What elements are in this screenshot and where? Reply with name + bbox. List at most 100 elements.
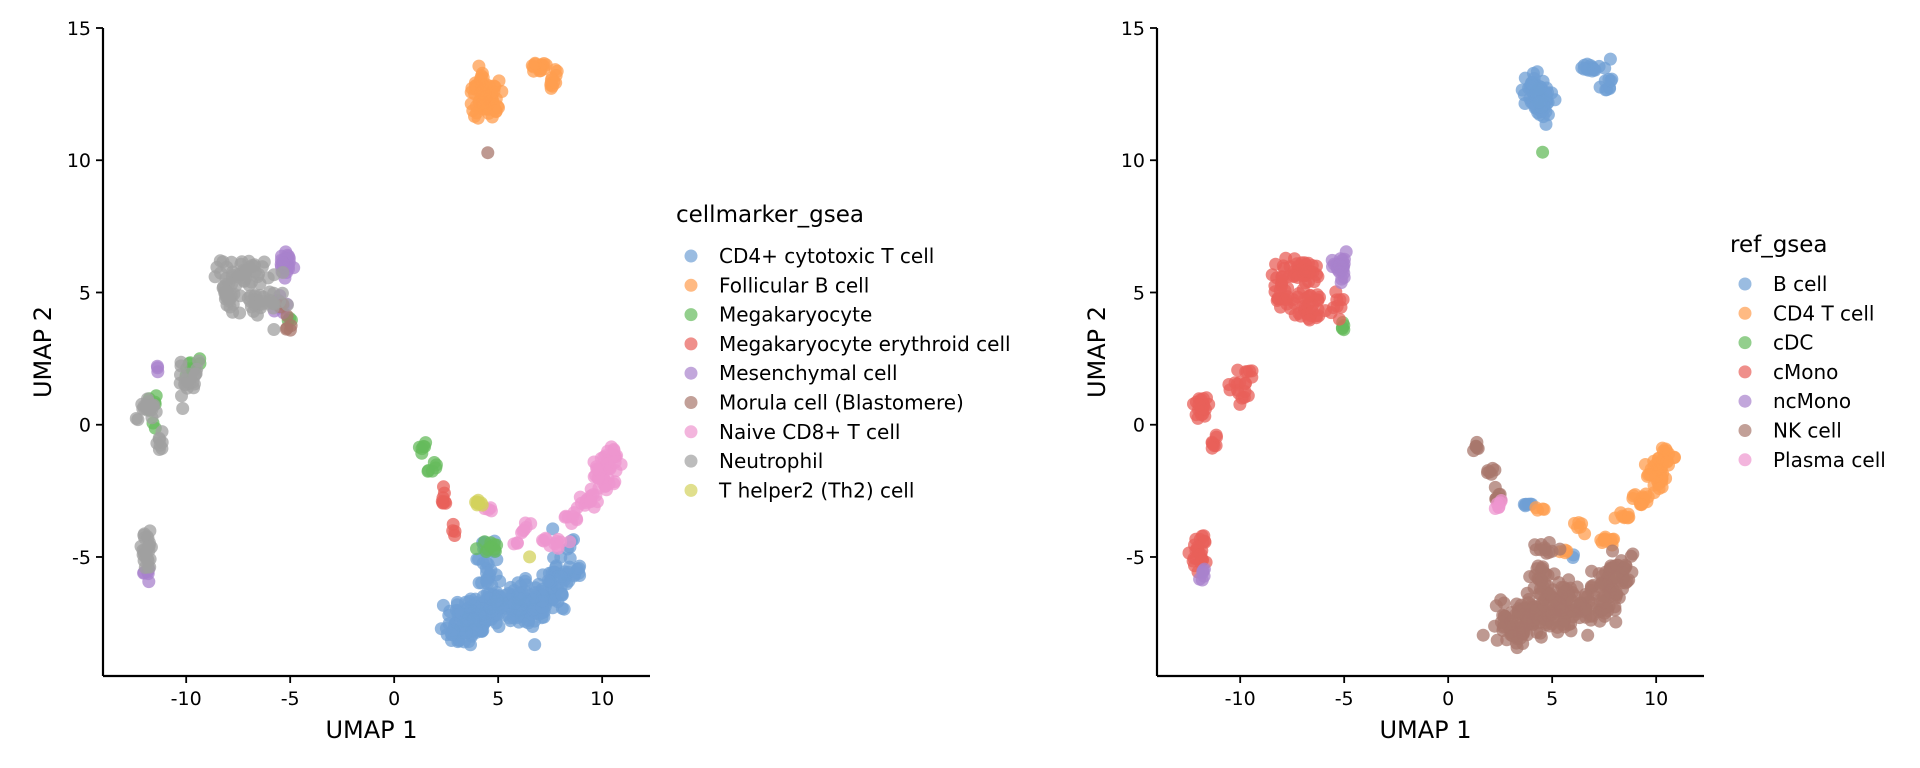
data-point bbox=[459, 626, 473, 639]
data-point bbox=[1305, 259, 1319, 272]
y-tick-label: -5 bbox=[1126, 547, 1145, 569]
data-point bbox=[1275, 270, 1289, 284]
data-point bbox=[490, 593, 504, 607]
data-point bbox=[1222, 378, 1236, 391]
data-point bbox=[476, 589, 490, 603]
data-point bbox=[436, 598, 450, 612]
data-point bbox=[1537, 502, 1551, 516]
data-point bbox=[1526, 601, 1540, 615]
y-tick-label: 10 bbox=[1121, 150, 1145, 172]
legend-label: Morula cell (Blastomere) bbox=[719, 391, 964, 415]
x-tick-label: 0 bbox=[388, 688, 400, 710]
data-point bbox=[559, 509, 573, 523]
legend-label: Mesenchymal cell bbox=[719, 361, 898, 385]
data-point bbox=[1609, 586, 1623, 600]
data-point bbox=[427, 456, 441, 469]
data-point bbox=[1303, 313, 1316, 327]
legend-marker bbox=[684, 425, 698, 439]
data-point bbox=[1638, 458, 1652, 471]
legend-marker bbox=[684, 337, 698, 351]
data-point bbox=[275, 286, 289, 300]
data-point bbox=[1577, 62, 1591, 76]
data-point bbox=[1530, 625, 1544, 639]
legend-marker bbox=[684, 249, 698, 263]
scatter-points bbox=[129, 56, 628, 652]
data-point bbox=[190, 362, 204, 376]
series-b-cell bbox=[1515, 52, 1619, 564]
data-point bbox=[468, 109, 481, 123]
data-point bbox=[176, 402, 190, 415]
data-point bbox=[1192, 398, 1206, 412]
data-point bbox=[510, 536, 524, 550]
data-point bbox=[1536, 145, 1550, 159]
data-point bbox=[416, 440, 430, 453]
data-point bbox=[1532, 95, 1546, 109]
x-tick-label: 10 bbox=[590, 688, 614, 710]
series-megakaryocyte-erythroid-cell bbox=[435, 480, 462, 542]
data-point bbox=[1307, 275, 1321, 289]
umap-panel-2: -10 -5 0 5 10 -5 0 5 10 15 UMAP 1 UMAP 2 ref_gsea B c… bbox=[1083, 18, 1886, 744]
data-point bbox=[436, 491, 450, 505]
legend-marker bbox=[684, 308, 698, 322]
data-point bbox=[475, 69, 489, 83]
legend-marker bbox=[684, 278, 698, 292]
legend-label: cMono bbox=[1773, 360, 1838, 384]
legend-marker bbox=[684, 454, 698, 468]
data-point bbox=[1555, 618, 1569, 631]
data-point bbox=[1498, 619, 1512, 633]
data-point bbox=[264, 294, 278, 308]
data-point bbox=[544, 73, 558, 87]
data-point bbox=[174, 355, 188, 369]
data-point bbox=[1639, 487, 1653, 501]
data-point bbox=[216, 281, 230, 295]
data-point bbox=[1606, 544, 1619, 558]
legend-title: ref_gsea bbox=[1730, 232, 1828, 258]
data-point bbox=[1617, 561, 1631, 575]
legend-marker bbox=[1738, 394, 1752, 408]
data-point bbox=[546, 522, 560, 536]
data-point bbox=[1196, 565, 1210, 579]
legend-label: Follicular B cell bbox=[719, 273, 869, 297]
data-point bbox=[1597, 532, 1611, 546]
data-point bbox=[239, 264, 253, 277]
data-point bbox=[1534, 588, 1548, 602]
data-point bbox=[541, 574, 555, 588]
data-point bbox=[1512, 604, 1526, 618]
legend: ref_gsea B cell CD4 T cell cDC cMono ncMono NK… bbox=[1730, 232, 1886, 472]
legend-label: Plasma cell bbox=[1773, 448, 1886, 472]
data-point bbox=[1568, 516, 1581, 530]
data-point bbox=[464, 592, 478, 606]
legend-label: Megakaryocyte erythroid cell bbox=[719, 332, 1011, 356]
data-point bbox=[276, 256, 290, 270]
data-point bbox=[1209, 428, 1223, 442]
legend-label: ncMono bbox=[1773, 389, 1851, 413]
y-axis-title: UMAP 2 bbox=[29, 306, 57, 398]
data-point bbox=[1524, 76, 1538, 90]
x-tick-label: -5 bbox=[281, 688, 300, 710]
legend: cellmarker_gsea CD4+ cytotoxic T cell Foll… bbox=[676, 202, 1011, 502]
legend-marker bbox=[684, 366, 698, 380]
data-point bbox=[1268, 285, 1282, 299]
y-tick-label: 0 bbox=[1133, 415, 1145, 437]
data-point bbox=[1514, 631, 1527, 645]
x-tick-label: 5 bbox=[1546, 688, 1558, 710]
data-point bbox=[1488, 463, 1502, 477]
data-point bbox=[1604, 74, 1618, 88]
data-point bbox=[1290, 257, 1304, 271]
data-point bbox=[523, 550, 537, 564]
data-point bbox=[590, 462, 604, 476]
y-tick-label: 10 bbox=[67, 150, 91, 172]
data-point bbox=[1518, 499, 1532, 513]
data-point bbox=[1533, 543, 1547, 557]
data-point bbox=[1652, 482, 1666, 495]
data-point bbox=[584, 495, 598, 509]
data-point bbox=[448, 529, 462, 542]
data-point bbox=[1194, 547, 1208, 561]
data-point bbox=[216, 255, 230, 269]
data-point bbox=[254, 294, 268, 308]
legend-label: CD4 T cell bbox=[1773, 301, 1874, 325]
x-tick-label: 0 bbox=[1442, 688, 1454, 710]
data-point bbox=[476, 83, 490, 97]
data-point bbox=[151, 361, 165, 375]
